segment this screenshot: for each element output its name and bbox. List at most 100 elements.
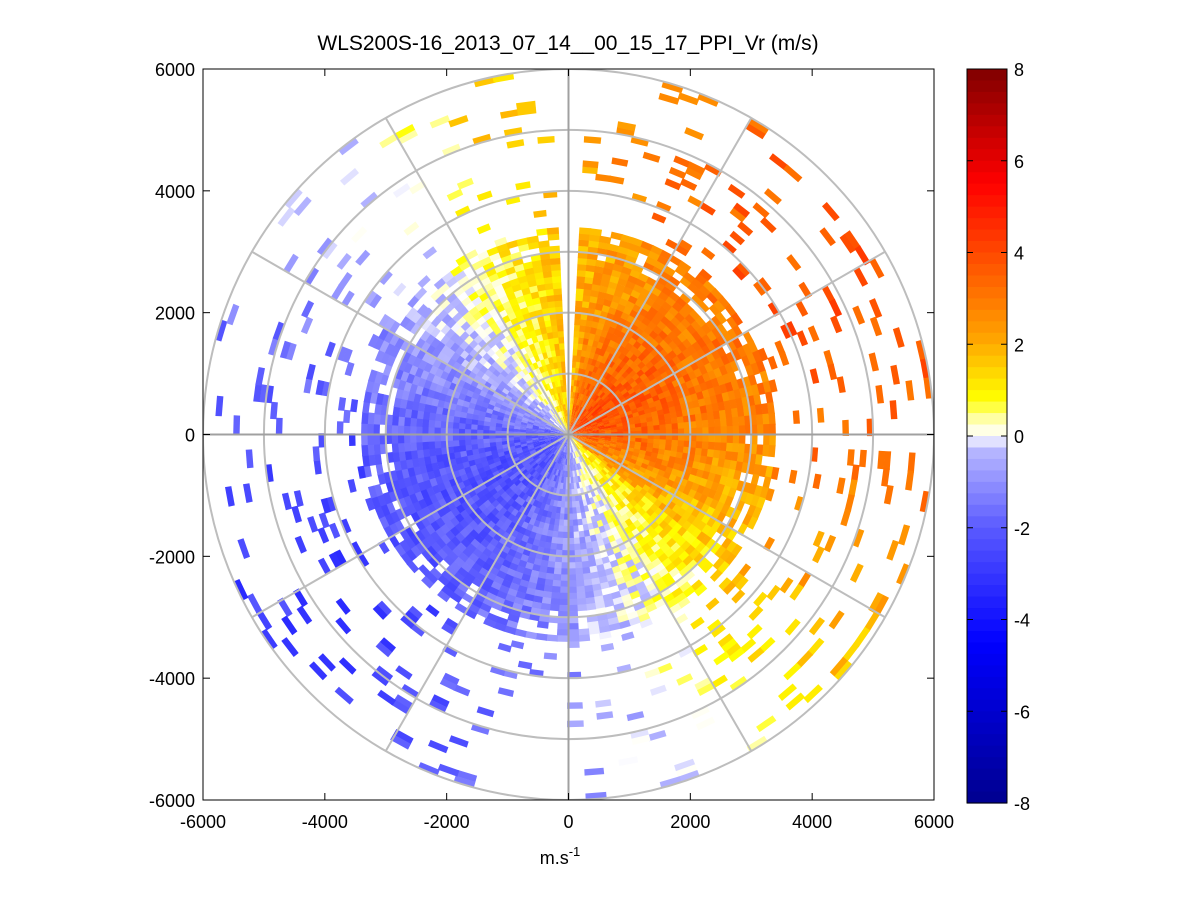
velocity-cell [560, 568, 569, 575]
velocity-cell [610, 231, 624, 241]
velocity-cell [533, 464, 540, 471]
colorbar-swatch [967, 137, 1007, 150]
velocity-cell [526, 323, 536, 333]
velocity-cell [559, 425, 565, 431]
velocity-cell [586, 383, 592, 391]
velocity-cell [565, 440, 568, 447]
velocity-cell [409, 322, 422, 335]
velocity-cell [774, 340, 786, 355]
velocity-cell [682, 570, 696, 583]
velocity-cell [577, 405, 582, 413]
velocity-cell [748, 117, 770, 135]
velocity-cell [514, 357, 523, 366]
velocity-cell [624, 468, 633, 475]
velocity-cell [377, 472, 387, 485]
velocity-cell [558, 604, 569, 612]
velocity-cell [759, 637, 776, 653]
velocity-cell [556, 431, 563, 434]
velocity-cell [312, 446, 321, 462]
velocity-cell [601, 447, 609, 453]
velocity-cell [393, 460, 402, 472]
x-axis-label-superscript: -1 [569, 844, 581, 859]
velocity-cell [373, 336, 385, 351]
velocity-cell [747, 647, 765, 663]
velocity-cell [539, 443, 547, 447]
velocity-cell [628, 461, 636, 469]
velocity-cell [577, 456, 581, 464]
velocity-cell [605, 573, 616, 583]
velocity-cell [679, 292, 692, 304]
velocity-cell [496, 477, 505, 485]
colorbar-swatch [967, 436, 1007, 449]
velocity-cell [471, 577, 484, 588]
velocity-cell [565, 446, 568, 453]
velocity-cell [698, 398, 706, 408]
velocity-cell [546, 331, 554, 340]
velocity-cell [583, 473, 589, 481]
velocity-cell [634, 441, 642, 447]
velocity-cell [477, 443, 485, 449]
velocity-cell [557, 361, 562, 369]
velocity-cell [571, 446, 574, 453]
velocity-cell [577, 442, 583, 447]
velocity-cell [551, 426, 558, 431]
velocity-cell [572, 439, 577, 445]
velocity-cell [334, 549, 347, 566]
velocity-cell [361, 411, 369, 424]
velocity-cell [604, 293, 615, 302]
velocity-cell [789, 583, 804, 601]
velocity-cell [490, 601, 503, 612]
velocity-cell [630, 380, 638, 389]
velocity-cell [636, 457, 645, 464]
velocity-cell [600, 279, 611, 288]
velocity-cell [412, 500, 422, 513]
velocity-cell [455, 769, 478, 782]
velocity-cell [552, 282, 562, 290]
velocity-cell [379, 637, 396, 653]
velocity-cell [560, 562, 569, 569]
velocity-cell [395, 387, 404, 399]
velocity-cell [564, 397, 568, 405]
velocity-cell [581, 408, 587, 415]
velocity-cell [632, 575, 644, 586]
velocity-cell [429, 454, 438, 464]
velocity-cell [371, 670, 390, 687]
velocity-cell [628, 401, 636, 408]
velocity-cell [658, 444, 666, 451]
velocity-cell [561, 445, 565, 453]
velocity-cell [595, 446, 603, 452]
velocity-cell [553, 475, 558, 482]
velocity-cell [583, 410, 590, 417]
colorbar-swatch [967, 481, 1007, 494]
velocity-cell [554, 442, 560, 447]
velocity-cell [615, 479, 624, 487]
velocity-cell [247, 593, 263, 615]
velocity-cell [388, 320, 401, 334]
velocity-cell [574, 373, 579, 381]
velocity-cell [429, 115, 451, 129]
velocity-cell [596, 711, 614, 720]
velocity-cell [539, 441, 546, 446]
velocity-cell [453, 270, 467, 282]
velocity-cell [494, 473, 503, 482]
velocity-cell [415, 433, 423, 443]
velocity-cell [527, 279, 538, 288]
velocity-cell [572, 417, 577, 424]
colorbar-tick-label: -8 [1014, 794, 1030, 814]
velocity-cell [575, 386, 579, 393]
velocity-cell [575, 500, 580, 508]
velocity-cell [535, 277, 546, 286]
velocity-cell [721, 467, 730, 478]
velocity-cell [547, 492, 553, 500]
velocity-cell [587, 370, 593, 378]
velocity-cell [277, 206, 296, 227]
velocity-cell [598, 409, 605, 415]
velocity-cell [547, 410, 554, 417]
velocity-cell [605, 365, 613, 374]
velocity-cell [574, 436, 581, 440]
velocity-cell [693, 406, 702, 416]
velocity-cell [582, 160, 599, 169]
velocity-cell [544, 428, 551, 431]
velocity-cell [659, 776, 682, 789]
colorbar-tick-label: 2 [1014, 335, 1024, 355]
